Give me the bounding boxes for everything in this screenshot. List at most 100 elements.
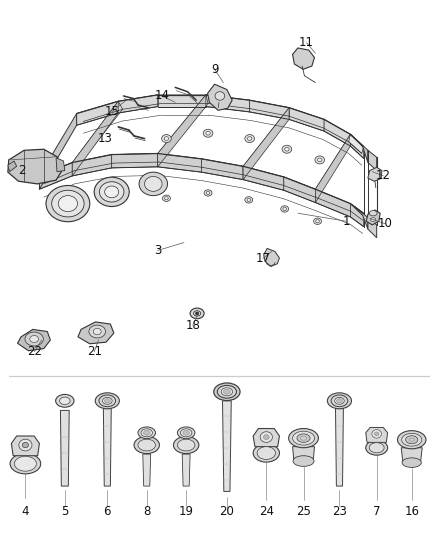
Ellipse shape — [180, 429, 192, 437]
Polygon shape — [77, 101, 123, 122]
Text: 6: 6 — [103, 505, 111, 518]
Ellipse shape — [95, 393, 119, 409]
Polygon shape — [289, 108, 324, 131]
Ellipse shape — [318, 158, 322, 162]
Ellipse shape — [162, 134, 171, 142]
Polygon shape — [103, 408, 111, 486]
Polygon shape — [315, 189, 350, 211]
Polygon shape — [366, 210, 380, 225]
Text: 17: 17 — [255, 252, 270, 265]
Ellipse shape — [204, 190, 212, 196]
Ellipse shape — [223, 389, 230, 394]
Polygon shape — [350, 204, 368, 229]
Polygon shape — [366, 427, 388, 442]
Polygon shape — [39, 114, 77, 189]
Polygon shape — [243, 166, 284, 190]
Text: 1: 1 — [342, 215, 350, 228]
Ellipse shape — [139, 172, 167, 196]
Ellipse shape — [316, 220, 319, 223]
Polygon shape — [77, 101, 118, 125]
Ellipse shape — [245, 197, 253, 203]
Polygon shape — [368, 167, 382, 181]
Polygon shape — [143, 454, 151, 486]
Ellipse shape — [402, 433, 422, 446]
Text: 23: 23 — [332, 505, 347, 518]
Text: 14: 14 — [155, 90, 170, 102]
Ellipse shape — [245, 134, 254, 142]
Text: 13: 13 — [98, 132, 113, 145]
Polygon shape — [78, 322, 114, 344]
Ellipse shape — [397, 431, 426, 449]
Ellipse shape — [293, 431, 314, 445]
Ellipse shape — [141, 429, 152, 437]
Polygon shape — [350, 134, 364, 158]
Ellipse shape — [217, 385, 237, 398]
Text: 5: 5 — [61, 505, 68, 518]
Polygon shape — [18, 329, 50, 351]
Ellipse shape — [173, 437, 199, 454]
Ellipse shape — [194, 311, 201, 316]
Polygon shape — [401, 448, 422, 463]
Text: 3: 3 — [154, 244, 161, 257]
Polygon shape — [324, 119, 350, 146]
Ellipse shape — [297, 434, 310, 442]
Polygon shape — [289, 108, 324, 128]
Polygon shape — [284, 177, 315, 203]
Text: 8: 8 — [143, 505, 150, 518]
Polygon shape — [8, 149, 64, 184]
Ellipse shape — [260, 432, 272, 442]
Ellipse shape — [369, 442, 384, 453]
Ellipse shape — [314, 218, 321, 224]
Polygon shape — [350, 134, 368, 163]
Polygon shape — [72, 101, 118, 176]
Ellipse shape — [138, 439, 155, 451]
Ellipse shape — [206, 132, 210, 135]
Ellipse shape — [406, 436, 418, 443]
Polygon shape — [158, 154, 201, 172]
Ellipse shape — [281, 206, 289, 212]
Ellipse shape — [335, 398, 344, 404]
Polygon shape — [72, 155, 114, 171]
Polygon shape — [60, 410, 69, 486]
Polygon shape — [72, 155, 112, 176]
Ellipse shape — [164, 136, 169, 140]
Polygon shape — [243, 166, 284, 185]
Ellipse shape — [263, 435, 269, 439]
Polygon shape — [158, 95, 206, 167]
Text: 16: 16 — [404, 505, 419, 518]
Text: 9: 9 — [211, 63, 219, 76]
Polygon shape — [56, 158, 65, 172]
Ellipse shape — [374, 432, 379, 436]
Polygon shape — [264, 248, 279, 266]
Polygon shape — [368, 150, 377, 171]
Ellipse shape — [94, 177, 129, 207]
Ellipse shape — [215, 92, 225, 100]
Text: 2: 2 — [18, 164, 26, 177]
Polygon shape — [158, 95, 208, 162]
Ellipse shape — [206, 191, 210, 195]
Ellipse shape — [138, 427, 155, 439]
Polygon shape — [243, 108, 289, 175]
Polygon shape — [243, 108, 289, 180]
Ellipse shape — [162, 195, 170, 201]
Ellipse shape — [105, 399, 110, 403]
Polygon shape — [284, 177, 315, 197]
Polygon shape — [118, 95, 158, 113]
Ellipse shape — [89, 325, 106, 338]
Text: 12: 12 — [376, 169, 391, 182]
Text: 7: 7 — [373, 505, 381, 518]
Ellipse shape — [371, 217, 376, 222]
Ellipse shape — [145, 176, 162, 191]
Polygon shape — [158, 95, 208, 103]
Ellipse shape — [165, 197, 168, 200]
Polygon shape — [11, 436, 39, 456]
Ellipse shape — [144, 431, 150, 435]
Polygon shape — [112, 154, 159, 163]
Polygon shape — [315, 134, 350, 203]
Ellipse shape — [402, 458, 421, 467]
Ellipse shape — [366, 440, 388, 455]
Polygon shape — [250, 100, 289, 116]
Ellipse shape — [134, 437, 159, 454]
Ellipse shape — [221, 388, 233, 395]
Ellipse shape — [257, 447, 276, 459]
